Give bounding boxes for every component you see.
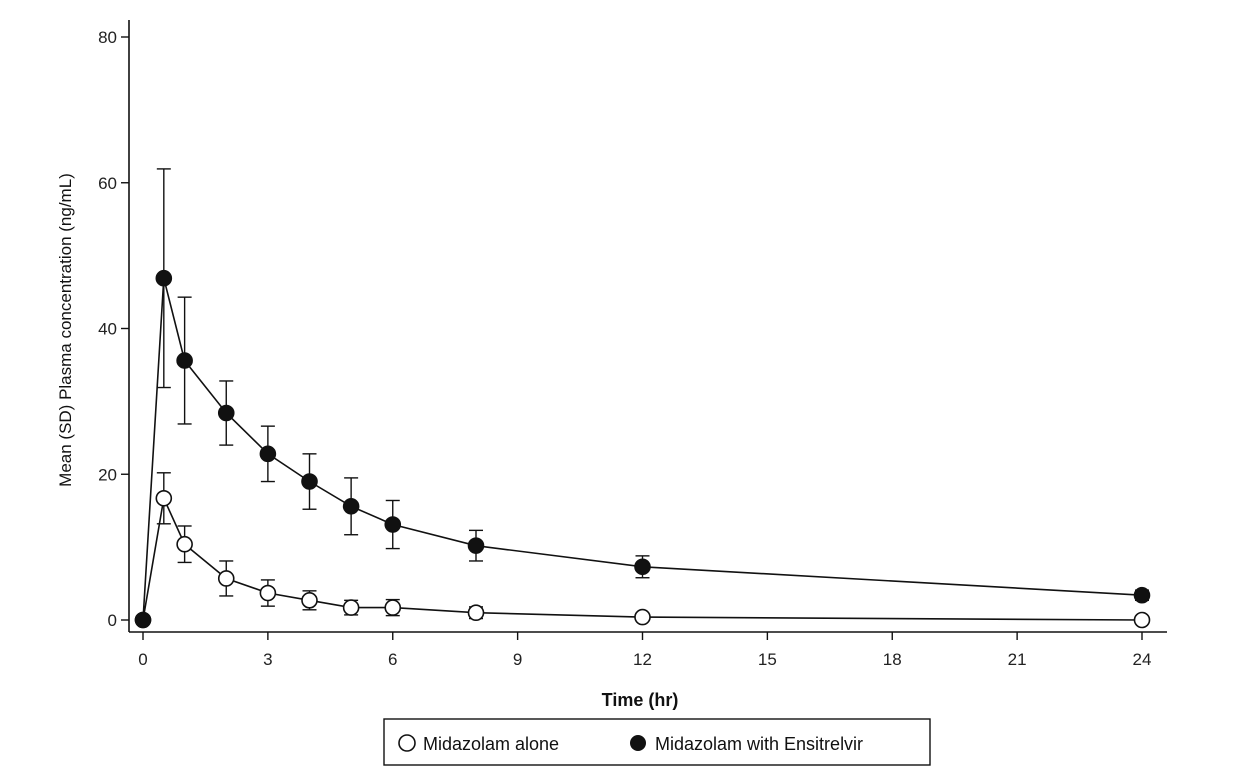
x-tick-label: 18 xyxy=(883,650,902,669)
data-point xyxy=(217,570,235,587)
data-point xyxy=(155,489,173,507)
data-point xyxy=(259,445,277,463)
data-point xyxy=(384,599,402,616)
legend-box xyxy=(383,718,931,766)
x-tick-label: 6 xyxy=(388,650,397,669)
data-point xyxy=(301,592,318,609)
x-tick-label: 15 xyxy=(758,650,777,669)
y-tick-label: 80 xyxy=(98,28,117,47)
data-point xyxy=(342,498,360,515)
x-tick-label: 0 xyxy=(138,650,147,669)
x-tick-label: 3 xyxy=(263,650,272,669)
data-point xyxy=(467,604,485,622)
data-point xyxy=(176,352,193,369)
data-point xyxy=(176,535,193,553)
data-point xyxy=(134,611,152,629)
x-tick-label: 21 xyxy=(1008,650,1027,669)
data-point xyxy=(301,473,318,490)
series-midazolam-alone xyxy=(134,472,1151,629)
series-layer xyxy=(134,168,1151,629)
x-tick-label: 9 xyxy=(513,650,522,669)
y-axis-title: Mean (SD) Plasma concentration (ng/mL) xyxy=(56,173,75,487)
y-tick-label: 0 xyxy=(108,611,117,630)
legend-marker-open xyxy=(398,734,416,752)
data-point xyxy=(634,558,651,576)
data-point xyxy=(467,537,485,554)
series-midazolam-with-ensitrelvir xyxy=(134,168,1151,629)
legend-label-with: Midazolam with Ensitrelvir xyxy=(655,734,863,754)
data-point xyxy=(384,516,402,533)
legend-marker-filled xyxy=(630,735,646,751)
data-point xyxy=(217,404,235,422)
y-tick-label: 60 xyxy=(98,174,117,193)
y-tick-label: 40 xyxy=(98,320,117,339)
data-point xyxy=(155,269,173,287)
data-point xyxy=(342,599,360,616)
legend: Midazolam alone Midazolam with Ensitrelv… xyxy=(383,718,931,766)
data-point xyxy=(634,608,651,626)
data-point xyxy=(1133,611,1151,629)
legend-label-alone: Midazolam alone xyxy=(423,734,559,754)
data-point xyxy=(259,584,277,602)
axes: 0 20 40 60 80 0 3 6 9 12 15 18 21 24 xyxy=(98,20,1167,669)
data-point xyxy=(1133,586,1151,604)
y-tick-label: 20 xyxy=(98,465,117,484)
x-axis-title: Time (hr) xyxy=(602,690,679,710)
x-tick-label: 24 xyxy=(1133,650,1152,669)
x-tick-label: 12 xyxy=(633,650,652,669)
